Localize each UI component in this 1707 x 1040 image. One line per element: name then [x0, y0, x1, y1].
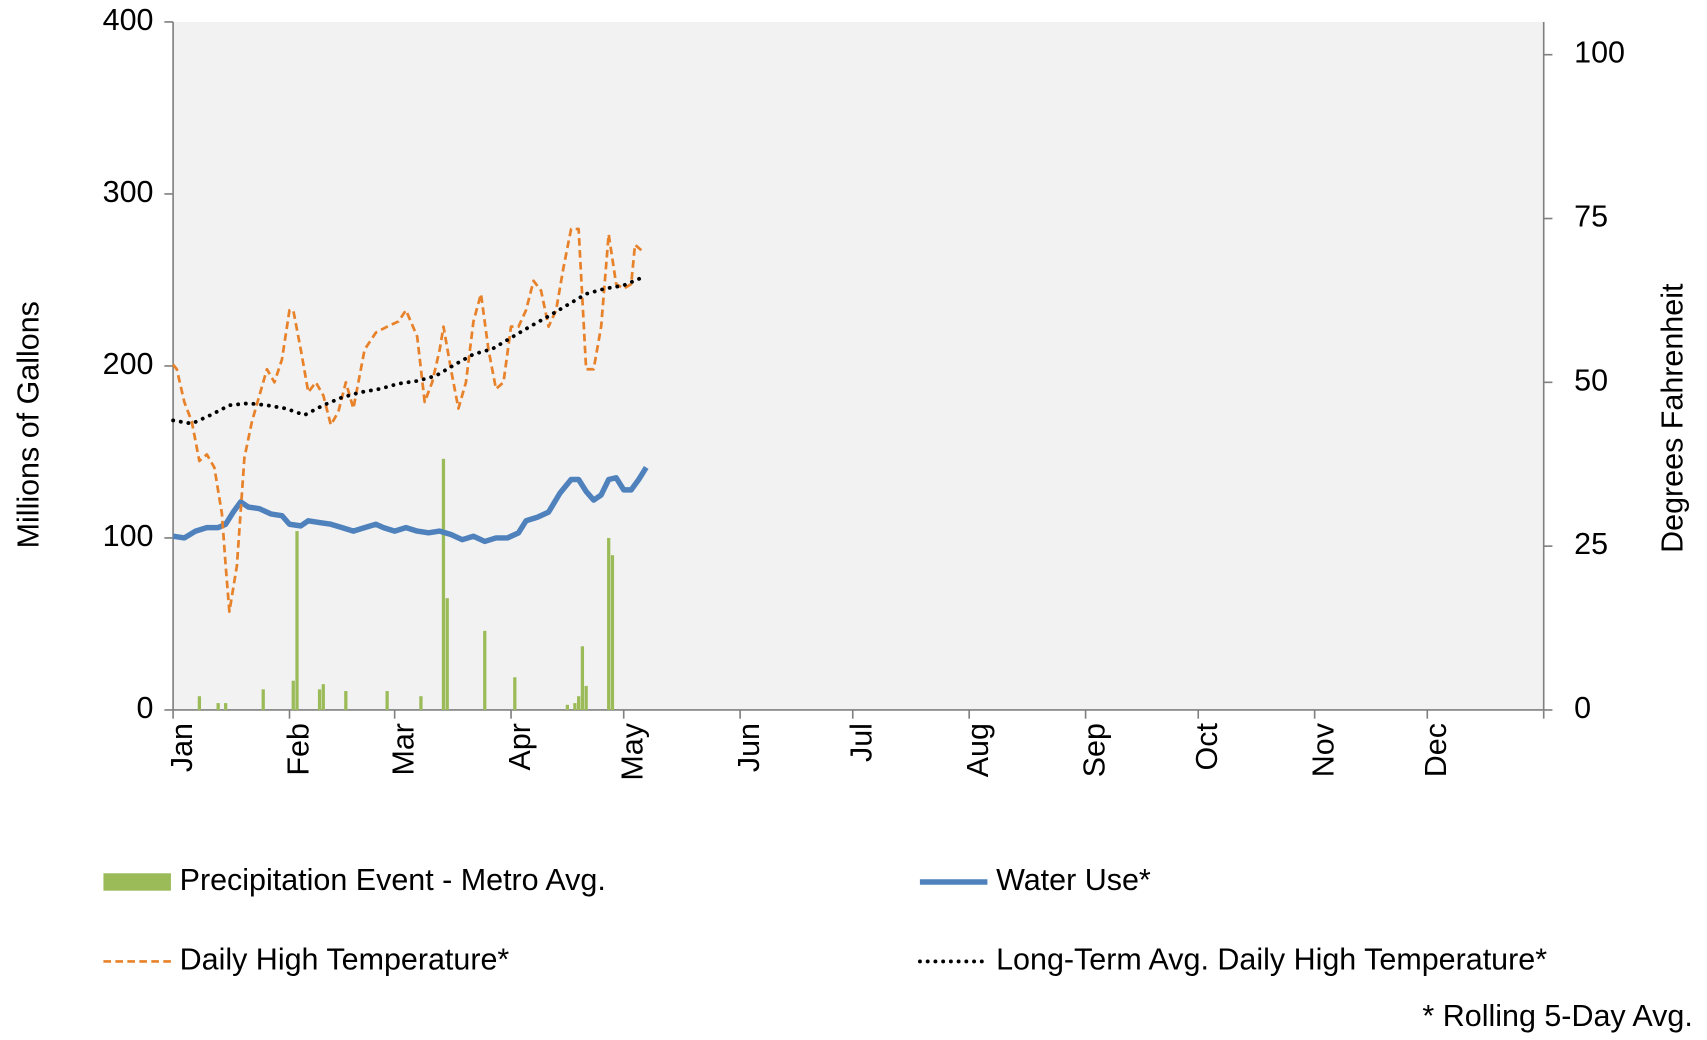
precipitation-bar: [419, 696, 423, 710]
y-tick-label: 0: [137, 691, 154, 725]
precipitation-bar: [317, 689, 322, 710]
y-tick-label: 400: [103, 3, 154, 37]
legend-label: Daily High Temperature*: [180, 942, 510, 976]
series-line: [172, 227, 644, 614]
x-tick-label: Jul: [845, 723, 879, 762]
x-tick-label: Dec: [1419, 723, 1453, 777]
x-tick-label: Oct: [1190, 723, 1224, 771]
x-tick-label: Nov: [1307, 722, 1341, 777]
y-axis-title: Millions of Gallons: [12, 301, 46, 548]
precipitation-bar: [565, 704, 570, 710]
precipitation-bar: [483, 630, 487, 710]
plot-area: [173, 21, 1544, 710]
precipitation-bar: [513, 677, 517, 710]
note: * Rolling 5-Day Avg.: [1422, 999, 1692, 1033]
y2-tick-label: 50: [1574, 363, 1608, 397]
y2-tick-label: 75: [1574, 200, 1608, 234]
x-tick-label: Jan: [165, 723, 199, 772]
precipitation-bar: [573, 703, 577, 710]
x-tick-label: Feb: [281, 723, 315, 776]
precipitation-bar: [445, 598, 449, 710]
precipitation-bar: [197, 696, 202, 710]
precipitation-bar: [441, 458, 446, 710]
series-line: [171, 275, 645, 426]
legend-label: Long-Term Avg. Daily High Temperature*: [996, 942, 1547, 976]
precipitation-bar: [321, 684, 325, 710]
x-tick-label: Sep: [1078, 723, 1112, 777]
y2-tick-label: 100: [1574, 36, 1625, 70]
series-line: [172, 465, 649, 545]
precipitation-bar: [577, 696, 581, 710]
legend-label: Precipitation Event - Metro Avg.: [180, 863, 606, 897]
legend-swatch: [103, 873, 171, 891]
y2-tick-label: 25: [1574, 527, 1608, 561]
precipitation-bar: [295, 531, 299, 710]
x-tick-label: Mar: [387, 723, 421, 775]
x-tick-label: Aug: [961, 723, 995, 777]
x-tick-label: Jun: [732, 723, 766, 772]
precipitation-bar: [344, 691, 348, 710]
precipitation-bar: [607, 537, 611, 710]
precipitation-bar: [580, 646, 585, 710]
precipitation-bar: [584, 685, 588, 710]
y-tick-label: 100: [103, 519, 154, 553]
y2-axis-title: Degrees Fahrenheit: [1655, 283, 1689, 553]
y-tick-label: 200: [103, 347, 154, 381]
precipitation-bar: [216, 703, 220, 710]
legend-label: Water Use*: [996, 863, 1151, 897]
precipitation-bar: [610, 555, 615, 710]
precipitation-bar: [224, 703, 228, 710]
precipitation-bar: [261, 689, 265, 710]
y-tick-label: 300: [103, 175, 154, 209]
precipitation-bar: [291, 680, 295, 710]
precipitation-bar: [385, 691, 389, 710]
x-tick-label: May: [616, 722, 650, 780]
y2-tick-label: 0: [1574, 691, 1591, 725]
x-tick-label: Apr: [503, 723, 537, 770]
